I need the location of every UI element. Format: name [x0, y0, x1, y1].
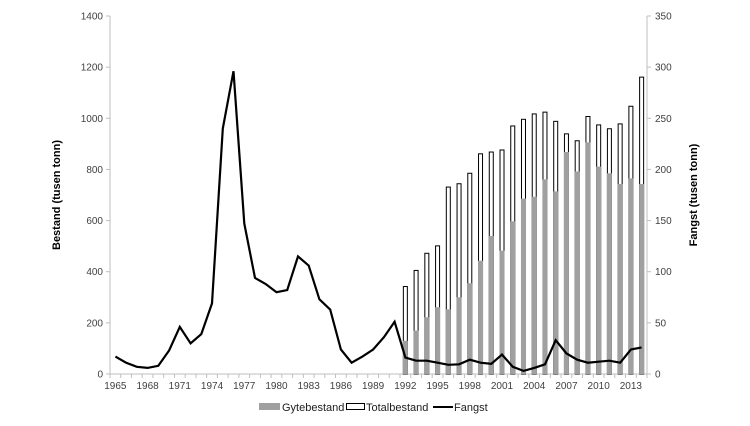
left-tick-label: 1400 [81, 12, 104, 23]
gytebestand-bar [606, 173, 612, 374]
left-axis-title: Bestand (tusen tonn) [51, 140, 63, 250]
legend-label-totalbestand: Totalbestand [366, 402, 428, 414]
gytebestand-bar [435, 307, 441, 374]
right-tick-label: 350 [655, 12, 672, 23]
left-tick-label: 1000 [81, 114, 104, 125]
right-tick-label: 100 [655, 267, 672, 278]
legend: Gytebestand Totalbestand Fangst [259, 402, 488, 414]
x-tick-label: 1983 [298, 381, 321, 392]
x-tick-label: 1977 [233, 381, 256, 392]
right-tick-label: 50 [655, 318, 667, 329]
gytebestand-bar [639, 184, 645, 374]
x-tick-label: 1968 [136, 381, 159, 392]
x-tick-label: 1998 [459, 381, 482, 392]
right-tick-label: 0 [655, 370, 661, 381]
x-tick-label: 1965 [104, 381, 127, 392]
x-tick-label: 2001 [491, 381, 514, 392]
x-tick-label: 2010 [588, 381, 611, 392]
fangst-line [114, 70, 642, 373]
legend-swatch-totalbestand [346, 403, 365, 410]
legend-label-fangst: Fangst [454, 402, 488, 414]
gytebestand-bar [585, 142, 591, 374]
gytebestand-bar [467, 283, 473, 374]
x-tick-label: 1986 [330, 381, 353, 392]
gytebestand-bar [520, 198, 526, 374]
gytebestand-bar [445, 309, 451, 374]
right-tick-label: 200 [655, 165, 672, 176]
gytebestand-bar [510, 221, 516, 374]
gytebestand-bar [628, 178, 634, 374]
gytebestand-bar [542, 179, 548, 374]
axes: 0 200 400 600 800 1000 1200 1400 0 50 100 150 200 250… [81, 12, 672, 393]
x-tick-label: 1980 [265, 381, 288, 392]
gytebestand-bar [478, 260, 484, 374]
left-tick-label: 400 [86, 267, 103, 278]
x-tick-label: 1971 [169, 381, 192, 392]
left-tick-label: 800 [86, 165, 103, 176]
x-tick-label: 1989 [362, 381, 385, 392]
fangst-polyline [114, 70, 642, 373]
gytebestand-bar [553, 191, 559, 374]
x-tick-label: 2004 [523, 381, 546, 392]
x-tick-label: 1974 [201, 381, 224, 392]
gytebestand-bar [413, 330, 419, 374]
legend-label-gytebestand: Gytebestand [282, 402, 344, 414]
gytebestand-bar [596, 166, 602, 374]
x-tick-label: 2013 [620, 381, 643, 392]
gytebestand-bar [531, 196, 537, 374]
right-axis-title: Fangst (tusen tonn) [688, 143, 700, 246]
gytebestand-bar [574, 171, 580, 374]
left-tick-label: 0 [97, 370, 103, 381]
right-tick-label: 150 [655, 216, 672, 227]
right-tick-label: 250 [655, 114, 672, 125]
x-tick-label: 1992 [394, 381, 417, 392]
gytebestand-bar [424, 317, 430, 374]
gytebestand-bar [563, 152, 569, 374]
x-tick-label: 2007 [555, 381, 578, 392]
bars [402, 76, 645, 375]
gytebestand-bar [488, 235, 494, 374]
gytebestand-bar [617, 184, 623, 374]
x-tick-label: 1995 [426, 381, 449, 392]
right-tick-label: 300 [655, 63, 672, 74]
gytebestand-bar [456, 297, 462, 374]
left-tick-label: 1200 [81, 63, 104, 74]
left-tick-label: 600 [86, 216, 103, 227]
left-tick-label: 200 [86, 318, 103, 329]
legend-swatch-gytebestand [259, 403, 280, 410]
gytebestand-bar [499, 250, 505, 374]
